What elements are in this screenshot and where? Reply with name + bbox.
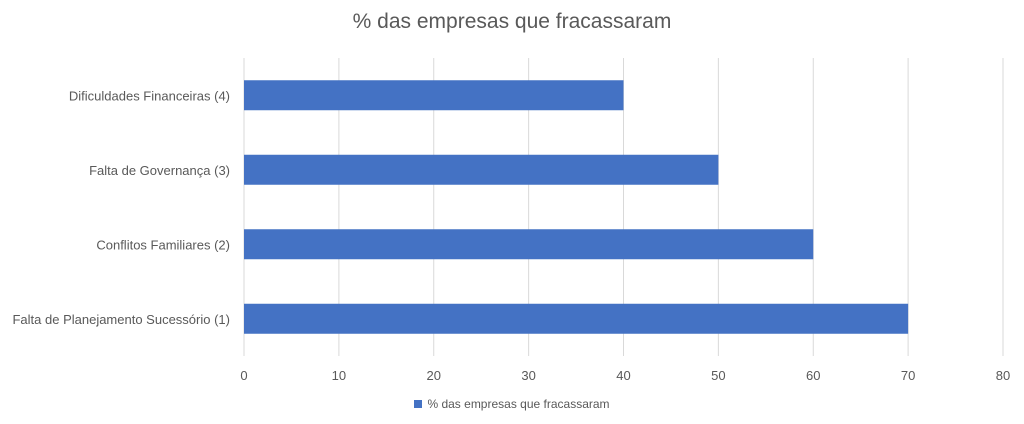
category-label: Falta de Governança (3) xyxy=(89,163,230,178)
x-tick-label: 60 xyxy=(806,368,820,383)
x-tick-label: 40 xyxy=(616,368,630,383)
x-axis-tick-labels: 0 10 20 30 40 50 60 70 80 xyxy=(240,368,1010,383)
bars xyxy=(244,80,909,334)
category-labels: Dificuldades Financeiras (4) Falta de Gov… xyxy=(12,88,230,327)
legend-label: % das empresas que fracassaram xyxy=(427,396,610,411)
category-label: Dificuldades Financeiras (4) xyxy=(69,88,230,103)
x-tick-label: 50 xyxy=(711,368,725,383)
x-tick-label: 20 xyxy=(427,368,441,383)
bar xyxy=(244,80,624,111)
x-tick-label: 0 xyxy=(240,368,247,383)
bar xyxy=(244,303,909,334)
x-tick-label: 70 xyxy=(901,368,915,383)
category-label: Falta de Planejamento Sucessório (1) xyxy=(12,312,230,327)
bar xyxy=(244,229,814,260)
x-tick-label: 10 xyxy=(332,368,346,383)
legend-swatch xyxy=(414,399,423,408)
bar xyxy=(244,154,719,185)
category-label: Conflitos Familiares (2) xyxy=(96,237,230,252)
chart-title: % das empresas que fracassaram xyxy=(352,10,672,33)
x-tick-label: 30 xyxy=(521,368,535,383)
x-tick-label: 80 xyxy=(996,368,1010,383)
legend: % das empresas que fracassaram xyxy=(0,396,1024,411)
